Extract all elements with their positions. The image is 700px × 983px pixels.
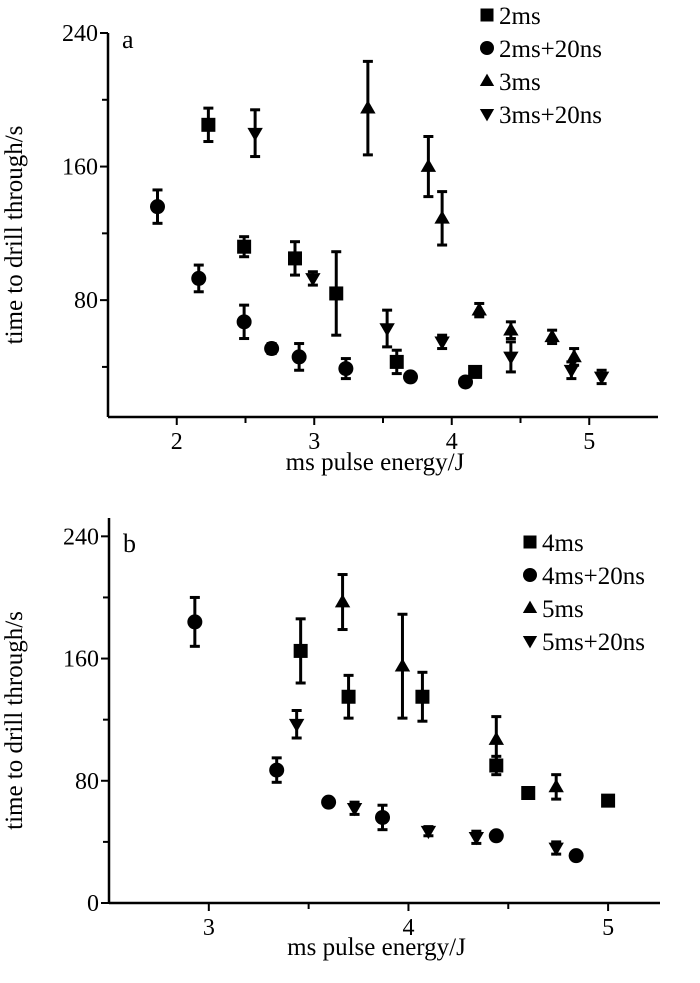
data-point — [468, 364, 483, 379]
legend-label: 2ms+20ns — [499, 36, 602, 63]
data-point — [548, 778, 564, 793]
data-point — [288, 251, 302, 266]
data-point — [338, 361, 354, 377]
x-axis-label: ms pulse energy/J — [286, 449, 465, 476]
x-tick-label: 2 — [171, 429, 183, 455]
x-tick-label: 5 — [602, 915, 614, 941]
data-point — [341, 689, 356, 704]
data-point — [420, 158, 437, 172]
data-point — [434, 210, 450, 224]
y-tick-label: 240 — [63, 524, 99, 550]
legend-marker — [479, 109, 495, 122]
data-point — [201, 117, 216, 132]
series-5ms+20ns — [288, 709, 564, 856]
data-point — [503, 351, 519, 365]
data-point — [187, 614, 203, 630]
legend-marker — [480, 41, 494, 55]
series-5ms — [334, 573, 564, 801]
data-point — [329, 286, 344, 301]
data-point — [389, 354, 404, 369]
data-point — [321, 794, 337, 810]
data-point — [150, 199, 165, 215]
x-tick-label: 5 — [583, 429, 595, 455]
data-point — [360, 100, 376, 114]
series-3ms+20ns — [247, 108, 610, 386]
data-point — [548, 842, 564, 856]
panel-b: 3 4 5 0 80 160 240 ms pulse energy/J time to dri… — [1, 518, 660, 961]
series-2ms+20ns — [150, 188, 473, 390]
legend-marker — [523, 568, 537, 582]
data-point — [503, 322, 519, 336]
panel-label: b — [123, 529, 136, 558]
data-point — [488, 731, 504, 745]
data-point — [458, 374, 473, 390]
legend-label: 2ms — [499, 3, 541, 30]
data-point — [563, 364, 580, 379]
x-tick-label: 4 — [402, 915, 414, 941]
legend-label: 3ms — [499, 69, 541, 96]
data-point — [434, 336, 450, 350]
data-point — [191, 270, 207, 286]
data-point — [293, 643, 308, 658]
legend-label: 5ms — [542, 596, 584, 623]
series-2ms — [201, 106, 483, 379]
data-point — [471, 302, 487, 316]
data-point — [488, 828, 504, 844]
y-tick-label: 240 — [62, 21, 98, 47]
series-3ms — [360, 59, 582, 367]
legend-marker — [523, 535, 537, 549]
data-point — [420, 825, 437, 840]
x-tick-label: 3 — [308, 429, 320, 455]
data-point — [521, 786, 536, 800]
y-tick-label: 0 — [87, 891, 99, 917]
panel-label: a — [122, 25, 134, 54]
legend-marker — [480, 8, 494, 22]
data-point — [334, 594, 351, 608]
y-axis-label: time to drill through/s — [1, 611, 28, 830]
series-4ms — [293, 617, 616, 808]
legend-label: 4ms — [542, 530, 584, 557]
x-axis-label: ms pulse energy/J — [287, 934, 466, 961]
data-point — [568, 848, 584, 864]
panel-a: 2 3 4 5 80 160 240 ms pulse energy/J time to dri… — [1, 3, 658, 476]
data-point — [264, 341, 280, 357]
data-point — [403, 369, 418, 385]
legend-marker — [479, 73, 495, 86]
legend-label: 3ms+20ns — [499, 102, 602, 129]
y-tick-label: 80 — [74, 288, 98, 314]
y-tick-label: 160 — [63, 647, 99, 673]
legend-marker — [522, 600, 538, 613]
data-point — [544, 328, 560, 343]
legend-marker — [522, 636, 538, 649]
data-point — [247, 127, 263, 142]
data-point — [379, 323, 395, 337]
data-point — [291, 349, 307, 365]
data-point — [346, 802, 363, 817]
y-tick-label: 80 — [75, 769, 99, 795]
data-point — [237, 239, 252, 254]
x-tick-label: 4 — [446, 429, 458, 455]
y-tick-label: 160 — [62, 155, 98, 181]
data-point — [601, 793, 616, 808]
y-axis-label: time to drill through/s — [1, 126, 28, 345]
data-point — [415, 689, 430, 704]
data-point — [269, 762, 285, 778]
data-point — [468, 831, 485, 846]
data-point — [593, 371, 610, 385]
legend-label: 4ms+20ns — [542, 563, 645, 590]
data-point — [566, 348, 582, 363]
series-4ms+20ns — [187, 595, 584, 864]
data-point — [305, 273, 321, 287]
data-point — [236, 314, 252, 330]
x-tick-label: 3 — [203, 915, 215, 941]
data-point — [288, 718, 305, 733]
legend-label: 5ms+20ns — [542, 629, 645, 656]
data-point — [394, 658, 411, 672]
data-point — [375, 809, 391, 825]
